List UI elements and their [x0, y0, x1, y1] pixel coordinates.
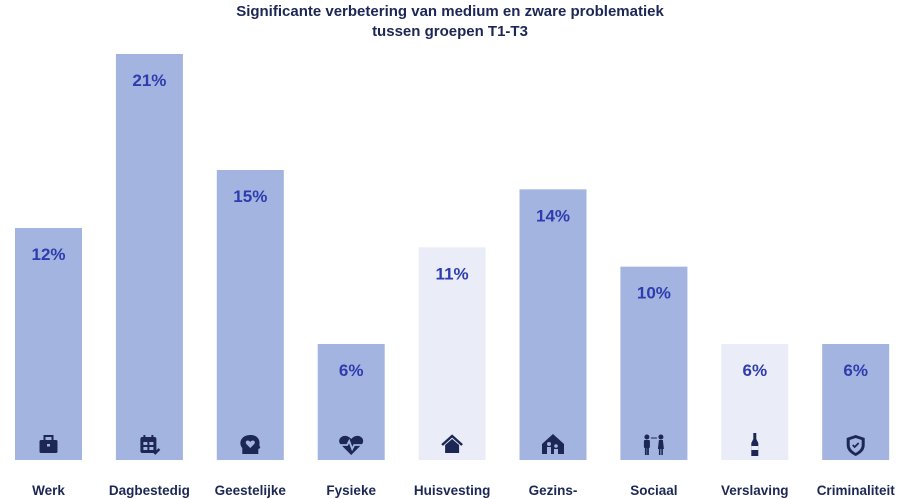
category-label: Dagbestedig: [109, 483, 190, 498]
bar-huisvesting: [418, 247, 486, 460]
calendar-edit-icon: [140, 435, 161, 455]
house-icon: [441, 434, 463, 453]
heart-pulse-icon: [338, 435, 365, 455]
data-label: 10%: [637, 284, 671, 303]
category-label: Huisvesting: [414, 483, 491, 498]
shield-check-icon: [846, 435, 865, 456]
data-label: 6%: [339, 361, 364, 380]
family-house-icon: [542, 434, 564, 454]
bar-geestelijke: [216, 170, 284, 460]
head-heart-icon: [240, 435, 261, 454]
bottle-icon: [751, 433, 759, 456]
chart-title: Significante verbetering van medium en z…: [0, 2, 900, 42]
data-label: 6%: [743, 361, 768, 380]
data-label: 12%: [31, 245, 65, 264]
bar-sociaal: [620, 266, 688, 460]
category-label: Werk: [32, 483, 65, 498]
data-label: 15%: [233, 187, 267, 206]
category-label: Criminaliteit: [817, 483, 896, 498]
chart-title-line-1: Significante verbetering van medium en z…: [236, 3, 664, 20]
data-label: 6%: [843, 361, 868, 380]
data-label: 11%: [436, 264, 469, 283]
category-label: Fysieke: [326, 483, 376, 498]
category-label: Sociaal: [630, 483, 677, 498]
chart-title-line-2: tussen groepen T1-T3: [372, 23, 528, 40]
briefcase-icon: [39, 435, 58, 453]
bar-werk: [15, 228, 82, 460]
category-label: Geestelijke: [215, 483, 287, 498]
people-distance-icon: [643, 434, 664, 455]
data-label: 14%: [536, 206, 570, 225]
bar-gezins: [519, 189, 587, 461]
category-label: Verslaving: [721, 483, 789, 498]
bar-dagbestedig: [115, 54, 183, 460]
category-label: Gezins-: [529, 483, 578, 498]
data-label: 21%: [132, 71, 166, 90]
